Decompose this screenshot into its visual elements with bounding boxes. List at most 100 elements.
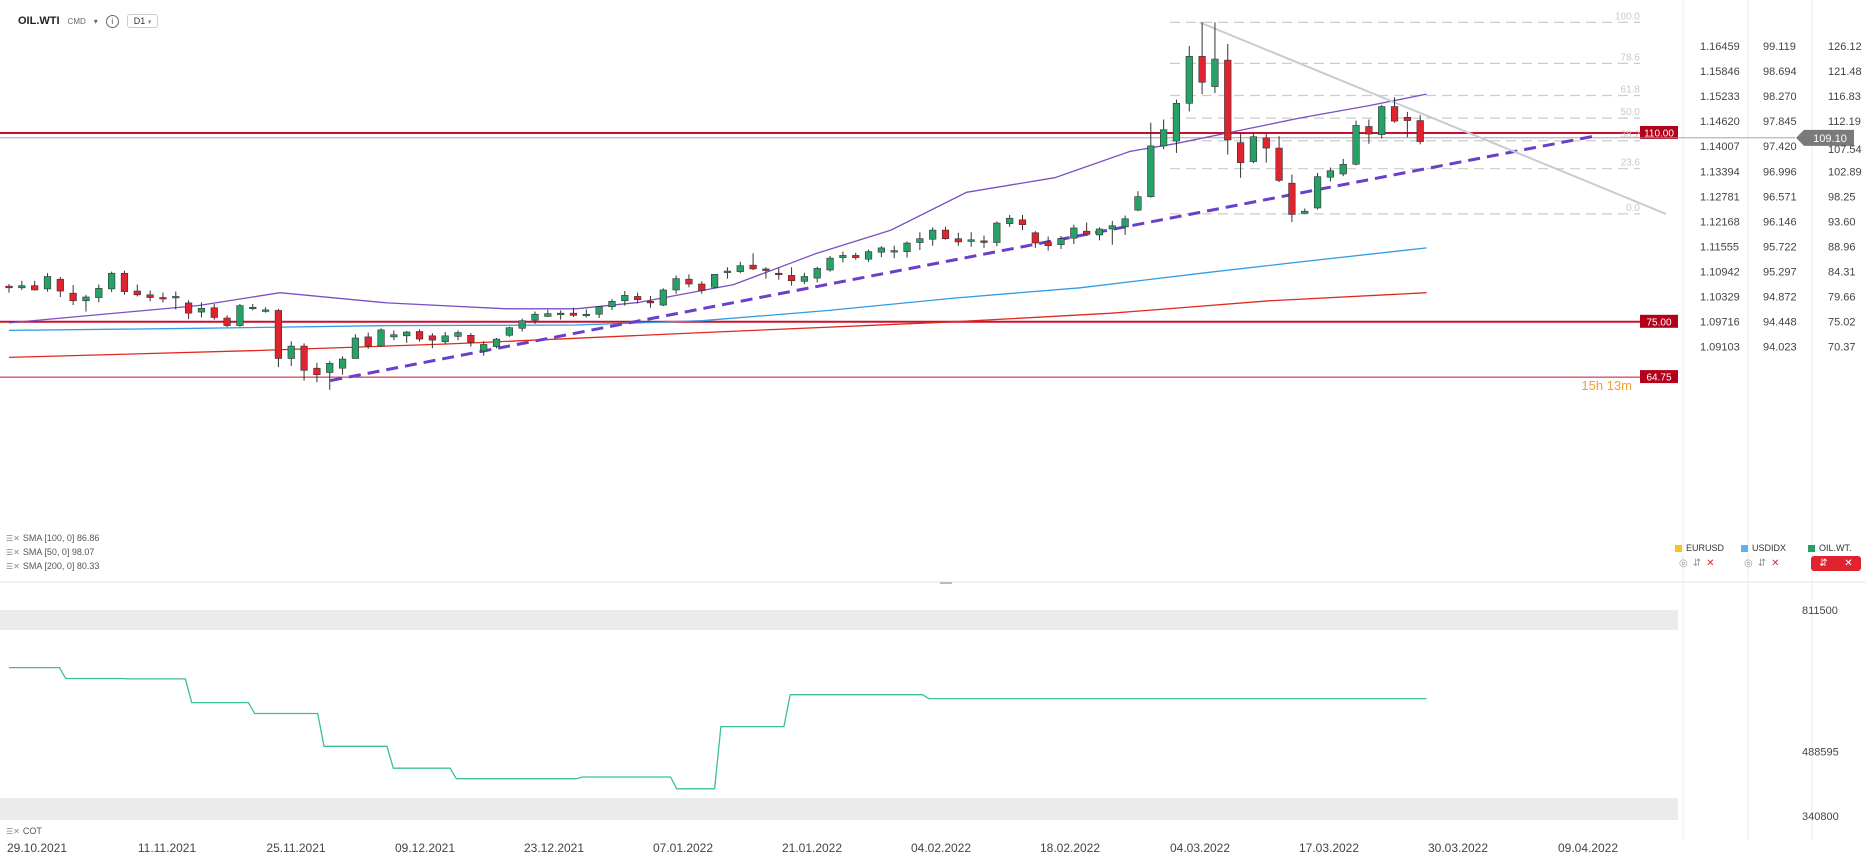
indicator-sma100[interactable]: ☰✕ SMA [100, 0] 86.86: [6, 533, 99, 543]
candle-body: [1121, 218, 1129, 228]
indicator-settings-icon[interactable]: ☰✕: [6, 826, 20, 836]
instrument-usdidx[interactable]: USDIDX: [1741, 543, 1786, 553]
candle-body: [492, 338, 501, 347]
x-axis-tick: 17.03.2022: [1299, 841, 1359, 855]
indicator-settings-icon[interactable]: ☰✕: [6, 561, 20, 571]
source-label[interactable]: CMD: [67, 16, 86, 26]
candle-body: [929, 229, 937, 240]
x-axis-tick: 18.02.2022: [1040, 841, 1100, 855]
fib-label: 38.2: [1621, 130, 1641, 141]
candle-body: [43, 276, 52, 290]
candle: [736, 261, 744, 274]
close-icon[interactable]: ✕: [1706, 558, 1715, 569]
indicator-settings-icon[interactable]: ☰✕: [6, 533, 20, 543]
candle-body: [557, 312, 565, 315]
x-axis-tick: 04.03.2022: [1170, 841, 1230, 855]
candle: [210, 303, 218, 320]
symbol-label[interactable]: OIL.WTI: [18, 15, 60, 27]
eurusd-axis-tick: 1.11555: [1700, 241, 1739, 253]
candle-body: [415, 331, 424, 340]
candle: [646, 295, 655, 308]
candle: [1134, 191, 1142, 212]
candle-body: [582, 313, 590, 317]
candle: [941, 226, 950, 240]
indicator-label: COT: [22, 826, 42, 836]
candle-body: [197, 308, 206, 313]
candle: [480, 341, 488, 356]
instrument-name: USDIDX: [1752, 543, 1787, 553]
candle-body: [1198, 56, 1206, 83]
candle-body: [223, 317, 231, 326]
eye-icon[interactable]: ◎: [1679, 558, 1688, 569]
eurusd-axis-tick: 1.15846: [1700, 66, 1740, 78]
candle: [877, 246, 885, 258]
indicator-cot[interactable]: ☰✕ COT: [6, 826, 42, 836]
indicator-label: SMA [50, 0] 98.07: [22, 547, 95, 557]
instrument-oilwti[interactable]: OIL.WT.: [1808, 543, 1852, 553]
trend-lines: [330, 21, 1667, 383]
oil-axis-tick: 79.66: [1828, 292, 1856, 304]
candle: [82, 294, 90, 312]
candle-body: [403, 331, 411, 337]
candle: [223, 315, 231, 328]
candle: [18, 280, 26, 290]
candle: [1301, 208, 1309, 214]
timeframe-value: D1: [133, 16, 146, 26]
candle: [454, 330, 462, 341]
eurusd-axis-tick: 1.15233: [1700, 91, 1740, 103]
series-swatch: [1675, 544, 1682, 552]
oil-axis-tick: 88.96: [1828, 241, 1856, 253]
reorder-icon[interactable]: ⇵: [1819, 558, 1828, 569]
candle: [1108, 220, 1116, 245]
usdidx-axis-tick: 94.023: [1763, 342, 1797, 354]
indicator-sma200[interactable]: ☰✕ SMA [200, 0] 80.33: [6, 561, 99, 571]
eurusd-axis-tick: 1.10329: [1700, 292, 1740, 304]
candle: [954, 232, 962, 246]
oil-axis-tick: 102.89: [1828, 166, 1862, 178]
close-icon[interactable]: ✕: [1771, 558, 1780, 569]
indicator-label: SMA [100, 0] 86.86: [22, 533, 100, 543]
candle-body: [300, 345, 308, 371]
eurusd-axis-tick: 1.09103: [1700, 342, 1740, 354]
reorder-icon[interactable]: ⇵: [1757, 558, 1767, 569]
chevron-down-icon[interactable]: ▾: [93, 16, 98, 26]
candle: [377, 328, 385, 348]
eye-icon[interactable]: ◎: [1744, 558, 1753, 569]
candle: [1390, 97, 1399, 123]
candle-body: [364, 336, 372, 347]
candle-body: [864, 251, 873, 260]
candle-body: [1134, 196, 1142, 211]
candle: [1070, 224, 1078, 245]
candle-body: [1070, 227, 1078, 239]
close-icon[interactable]: ✕: [1844, 558, 1853, 569]
candle-body: [1006, 217, 1014, 224]
candle-body: [1211, 58, 1219, 87]
candle-body: [967, 239, 975, 242]
x-axis-tick: 30.03.2022: [1428, 841, 1488, 855]
usdidx-axis-tick: 95.722: [1763, 241, 1797, 253]
candle-body: [351, 337, 359, 359]
sma100-line: [8, 247, 1427, 332]
timeframe-select[interactable]: D1 ▾: [126, 14, 159, 28]
info-icon[interactable]: i: [105, 14, 119, 28]
candle-body: [1044, 241, 1052, 247]
candle-body: [185, 302, 193, 314]
fib-label: 78.6: [1621, 52, 1641, 63]
indicator-sma50[interactable]: ☰✕ SMA [50, 0] 98.07: [6, 547, 94, 557]
indicator-settings-icon[interactable]: ☰✕: [6, 547, 20, 557]
candle: [249, 303, 257, 311]
candle-body: [1275, 147, 1283, 181]
candle: [390, 330, 398, 341]
instrument-eurusd[interactable]: EURUSD: [1675, 543, 1724, 553]
horizontal-levels: 110.00 75.00 64.75 109.10 15h 13m: [0, 125, 1854, 393]
panel-resize-handle: [940, 582, 952, 584]
usdidx-axis-tick: 97.845: [1763, 116, 1797, 128]
candle-body: [852, 255, 860, 258]
candle-body: [1057, 238, 1065, 245]
cot-panel: 811500 488595 340800: [9, 605, 1839, 823]
reorder-icon[interactable]: ⇵: [1692, 558, 1702, 569]
candle: [762, 267, 770, 279]
candle: [621, 291, 629, 306]
candle: [518, 318, 526, 332]
